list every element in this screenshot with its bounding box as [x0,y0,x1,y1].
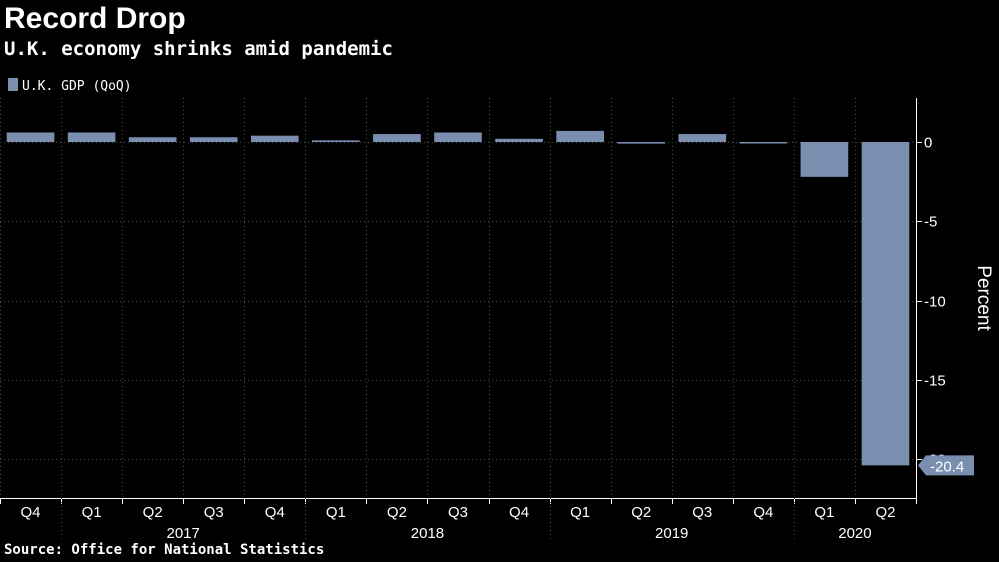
x-tick-label: Q3 [448,504,468,521]
bar [128,137,177,142]
bar [312,140,360,142]
bar [556,130,604,142]
x-tick-label: Q4 [21,504,41,521]
year-label: 2017 [167,525,200,542]
year-label: 2020 [838,525,871,542]
x-tick-label: Q2 [387,504,407,521]
y-tick-label: -15 [924,373,946,390]
bar [617,142,666,144]
x-tick-label: Q1 [82,504,102,521]
x-tick-label: Q4 [753,504,773,521]
chart-title: Record Drop [4,2,186,35]
x-tick-label: Q2 [631,504,651,521]
x-tick-label: Q3 [204,504,224,521]
x-tick-label: Q4 [265,504,285,521]
x-tick-label: Q3 [692,504,712,521]
bar [495,138,543,142]
y-tick-label: -10 [924,294,946,311]
legend: U.K. GDP (QoQ) [8,78,132,94]
chart-subtitle: U.K. economy shrinks amid pandemic [4,38,393,60]
bar [861,142,910,466]
bar [250,135,299,142]
legend-label: U.K. GDP (QoQ) [22,79,132,94]
x-tick-label: Q1 [570,504,590,521]
bar [434,132,482,142]
bar [800,142,849,177]
gridlines [0,98,917,498]
x-tick-label: Q4 [509,504,529,521]
x-tick-label: Q2 [875,504,895,521]
bars [6,130,910,466]
y-tick-label: -5 [924,214,937,231]
source-note: Source: Office for National Statistics [4,542,325,558]
bar [189,137,238,142]
y-tick-label: 0 [924,135,932,152]
y-axis-title: Percent [973,265,994,331]
bar [67,132,116,142]
x-tick-label: Q1 [326,504,346,521]
value-callout: -20.4 [918,455,974,476]
year-label: 2019 [655,525,688,542]
legend-swatch [8,78,18,91]
year-label: 2018 [411,525,444,542]
bar [678,134,727,142]
bar [373,134,421,142]
bar [739,142,788,144]
callout-value: -20.4 [930,458,964,475]
callout-tag [918,455,974,476]
x-tick-label: Q2 [143,504,163,521]
bar [6,132,55,142]
x-tick-label: Q1 [814,504,834,521]
